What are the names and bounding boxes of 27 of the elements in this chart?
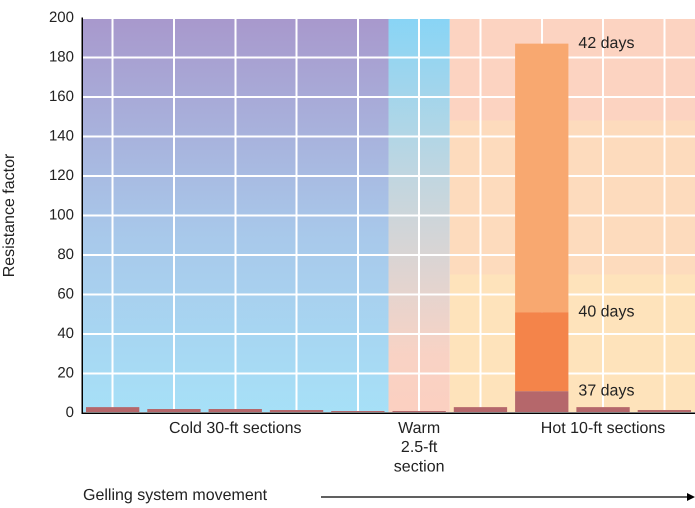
bar — [86, 407, 140, 412]
bar — [576, 407, 630, 412]
annotation: 37 days — [578, 382, 634, 400]
y-tick-label: 0 — [66, 404, 74, 422]
y-tick-label: 180 — [48, 48, 74, 66]
y-tick-label: 120 — [48, 167, 74, 184]
y-tick-label: 60 — [57, 286, 74, 303]
y-tick-label: 160 — [48, 88, 74, 106]
bar — [515, 44, 568, 312]
bar — [515, 391, 568, 412]
annotation: 40 days — [578, 304, 634, 321]
x-tick-label: Cold 30-ft sections — [168, 420, 302, 438]
bar — [454, 407, 508, 412]
y-tick-label: 80 — [57, 246, 74, 264]
y-axis-title: Resistance factor — [1, 153, 18, 278]
annotation: 42 days — [578, 35, 634, 52]
text: Gelling system movement — [83, 487, 268, 505]
y-tick-label: 200 — [48, 9, 74, 26]
y-tick-label: 40 — [57, 325, 74, 342]
x-tick-label: Hot 10-ft sections — [540, 420, 666, 438]
y-tick-label: 140 — [48, 128, 74, 145]
x-tick-label: Warm 2.5-ft section — [394, 420, 444, 476]
y-tick-label: 20 — [57, 364, 74, 382]
bar — [208, 409, 262, 412]
y-tick-label: 100 — [48, 206, 74, 224]
bar — [515, 312, 568, 392]
bar — [147, 409, 201, 412]
